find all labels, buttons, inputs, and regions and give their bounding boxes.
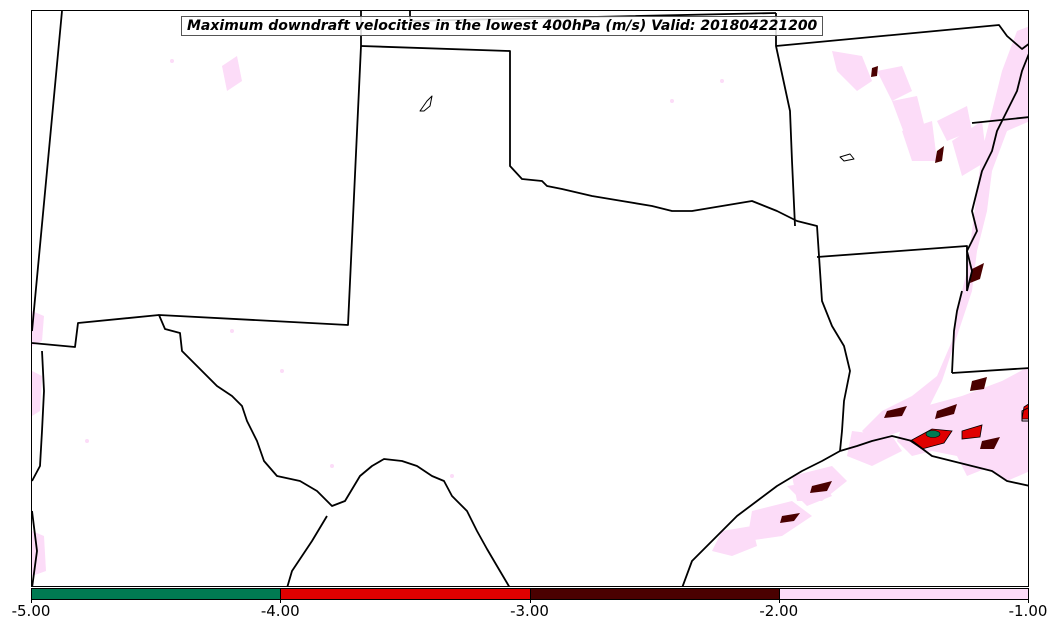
contour-dark-brown [780,66,1000,523]
colorbar-tick-label: -1.00 [1008,602,1048,620]
political-borders [32,11,1028,586]
colorbar-tick [31,599,32,603]
colorbar-tick-label: -2.00 [759,602,799,620]
map-panel [31,10,1029,587]
colorbar-segment [529,589,779,599]
contour-green [925,430,941,438]
colorbar-tick [280,599,282,603]
map-canvas [32,11,1028,586]
colorbar-tick-label: -5.00 [11,602,51,620]
colorbar-tick [778,599,780,603]
colorbar-segment [32,589,281,599]
contour-light-pink [32,26,1028,576]
colorbar-segment [280,589,530,599]
colorbar-tick-label: -3.00 [510,602,549,620]
colorbar-tick [1028,599,1029,603]
colorbar-tick [529,599,531,603]
colorbar-tick-label: -4.00 [260,602,300,620]
colorbar-segment [778,589,1028,599]
map-title: Maximum downdraft velocities in the lowe… [181,16,824,36]
